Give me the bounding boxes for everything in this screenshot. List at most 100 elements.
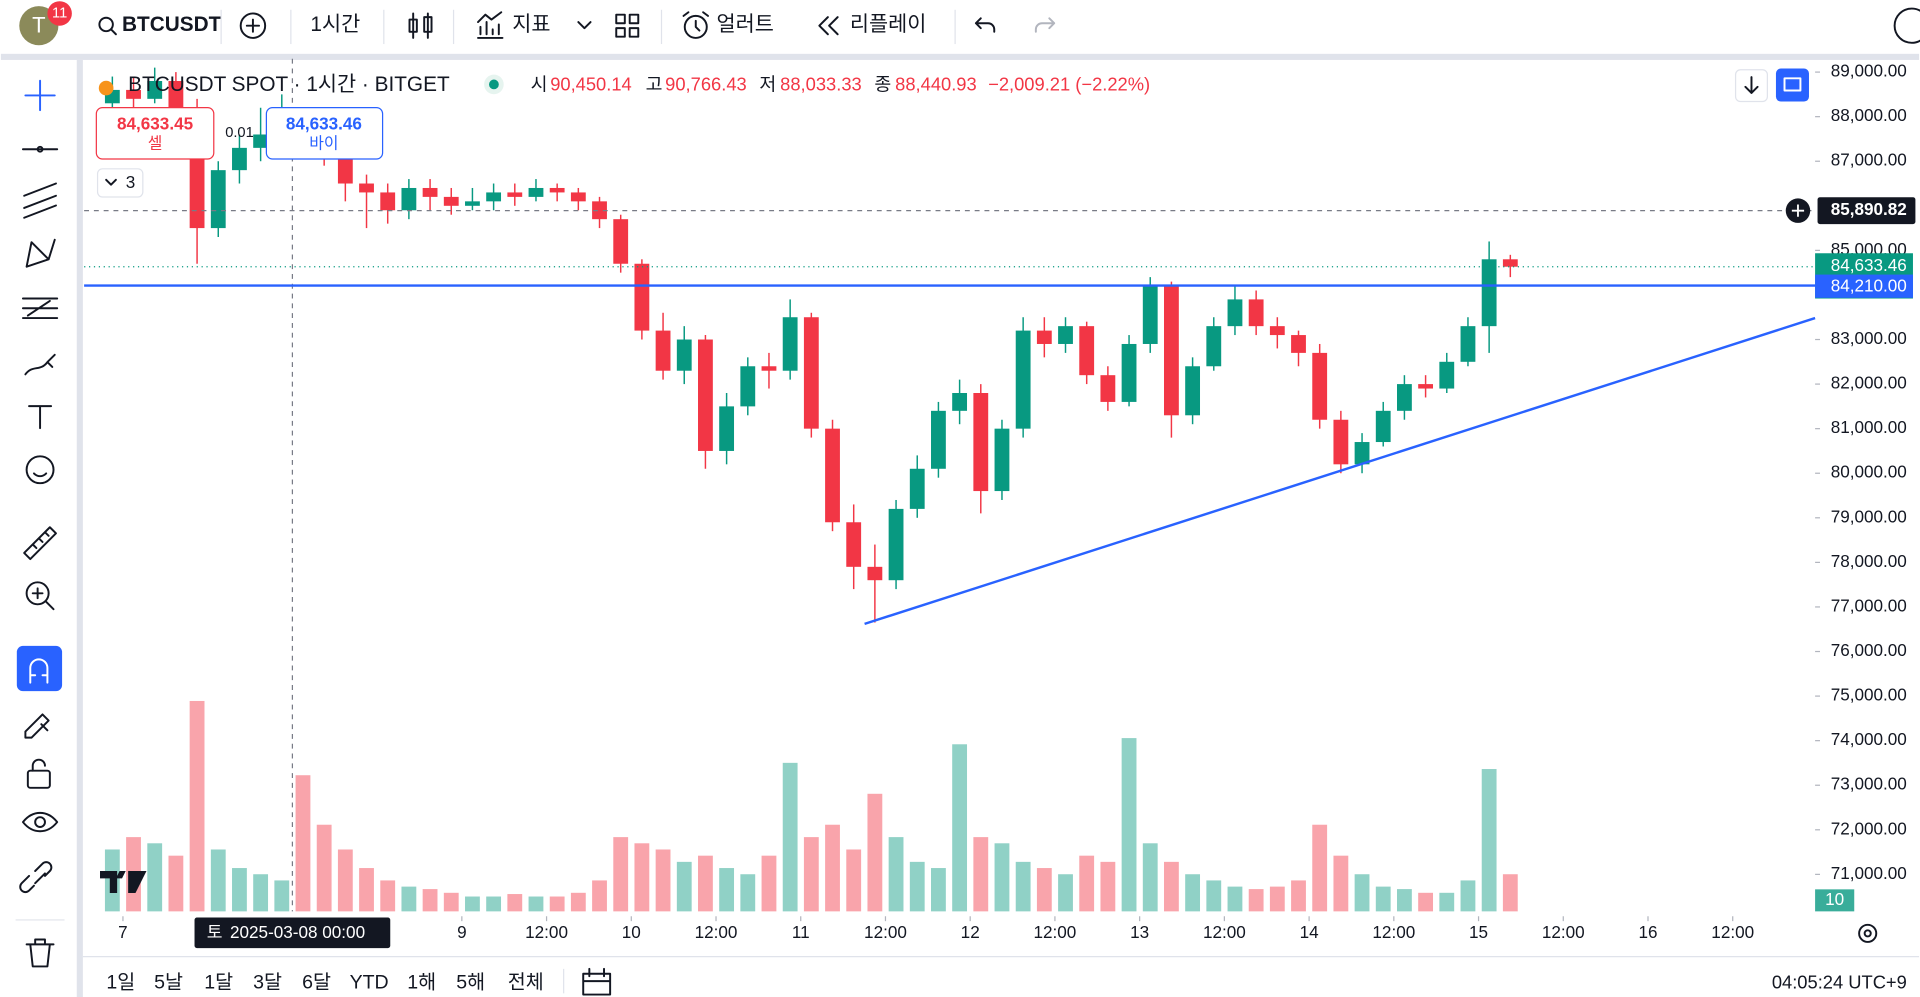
redo[interactable] xyxy=(1034,17,1056,33)
candle-body xyxy=(909,468,925,509)
pattern-tool[interactable] xyxy=(25,238,56,268)
scroll-icon xyxy=(1744,76,1759,94)
volume-bar xyxy=(1015,861,1031,912)
volume-bar xyxy=(189,700,205,912)
y-tick-label: 74,000.00 xyxy=(1831,730,1907,749)
volume-bar xyxy=(359,868,374,912)
candle-body xyxy=(888,508,904,581)
account-edge[interactable] xyxy=(1893,7,1920,44)
channel-tool[interactable] xyxy=(23,182,57,219)
unlock-tool[interactable] xyxy=(26,769,51,789)
clock[interactable]: 04:05:24 UTC+9 xyxy=(1772,971,1907,992)
text-tool[interactable] xyxy=(28,405,53,430)
buy-button[interactable] xyxy=(265,107,384,160)
candle-body xyxy=(486,192,502,202)
volume-bar xyxy=(443,892,459,912)
candle-body xyxy=(1015,330,1031,429)
link-tool[interactable] xyxy=(19,861,53,894)
volume-bar xyxy=(1036,868,1052,912)
candle-body xyxy=(168,81,184,108)
candle-body xyxy=(126,89,141,99)
sell-button[interactable] xyxy=(95,107,215,160)
period-button[interactable]: 6달 xyxy=(302,972,331,994)
crosshair-tool[interactable] xyxy=(24,79,56,112)
candle-body xyxy=(549,187,565,193)
magnet-tool[interactable] xyxy=(16,645,63,692)
remove-tool[interactable] xyxy=(25,938,55,968)
volume-bar xyxy=(1227,886,1243,912)
period-button[interactable]: 1일 xyxy=(106,972,135,994)
period-button[interactable]: 1해 xyxy=(407,972,436,994)
search-icon xyxy=(98,16,114,33)
alert-icon[interactable] xyxy=(683,14,708,39)
candle-body xyxy=(613,219,629,264)
market-status-dot xyxy=(489,79,499,90)
open-value: 90,450.14 xyxy=(550,73,632,94)
visibility-tool[interactable] xyxy=(21,811,59,833)
period-button[interactable]: 5날 xyxy=(154,972,183,994)
chart-type[interactable] xyxy=(408,12,433,39)
axis-settings[interactable] xyxy=(1858,923,1878,943)
period-button[interactable]: YTD xyxy=(350,972,389,994)
line-tool[interactable] xyxy=(21,145,59,153)
volume-bar xyxy=(1058,874,1073,912)
replay-icon[interactable] xyxy=(818,16,839,36)
candle-body xyxy=(1079,326,1095,376)
layout-icon[interactable] xyxy=(615,13,640,38)
quantity[interactable]: 0.01 xyxy=(225,125,254,141)
ruler-tool[interactable] xyxy=(23,526,57,561)
period-button[interactable]: 1달 xyxy=(204,972,233,994)
x-tick-label: 14 xyxy=(1300,923,1320,942)
indicators-toggle[interactable] xyxy=(96,168,144,198)
interval[interactable]: 1시간 xyxy=(310,13,360,36)
period-button[interactable]: 전체 xyxy=(508,972,544,994)
indicators[interactable]: 지표 xyxy=(512,13,550,36)
volume-bar xyxy=(1375,886,1391,912)
candle-body xyxy=(1418,384,1434,389)
volume-bar xyxy=(1354,874,1370,912)
candle-body xyxy=(210,170,226,229)
volume-bar xyxy=(570,892,586,912)
volume-bar xyxy=(1079,855,1095,912)
y-tick-label: 78,000.00 xyxy=(1831,552,1907,571)
emoji-tool[interactable] xyxy=(25,455,55,485)
trendline[interactable] xyxy=(864,316,1816,626)
candle-body xyxy=(803,317,819,429)
volume-bar xyxy=(803,837,819,912)
visibility-icon xyxy=(34,816,46,828)
top-toolbar: T 11 BTCUSDT 1시간 지표 얼러트 리플레이 xyxy=(19,1,1920,46)
fib-tool[interactable] xyxy=(21,297,59,320)
indicator-icon[interactable] xyxy=(477,11,504,39)
volume-bar xyxy=(973,837,989,912)
zoom-tool[interactable] xyxy=(25,581,50,606)
alert[interactable]: 얼러트 xyxy=(717,13,774,36)
candle-body xyxy=(655,330,671,371)
y-tick-label: 82,000.00 xyxy=(1831,374,1907,393)
volume-bar xyxy=(1460,880,1476,912)
candle-body xyxy=(761,366,777,371)
sync-button[interactable] xyxy=(1775,68,1809,102)
add-icon xyxy=(245,18,261,33)
volume-bar xyxy=(210,849,226,912)
symbol-search[interactable]: BTCUSDT xyxy=(98,13,222,36)
date-range[interactable] xyxy=(582,967,612,996)
lock-drawings[interactable] xyxy=(24,713,50,739)
volume-bar xyxy=(295,775,311,912)
chevron[interactable] xyxy=(577,21,592,30)
volume-layer xyxy=(104,700,1518,912)
candle-body xyxy=(1354,442,1370,465)
add-symbol[interactable] xyxy=(239,12,267,39)
undo[interactable] xyxy=(974,17,996,33)
period-button[interactable]: 5해 xyxy=(456,972,485,994)
magnet-icon xyxy=(29,658,49,684)
volume-scale-box xyxy=(1815,889,1855,912)
x-tick-label: 12 xyxy=(961,923,980,942)
period-button[interactable]: 3달 xyxy=(253,972,282,994)
candle-body xyxy=(1396,384,1412,411)
volume-bar xyxy=(274,880,290,912)
brush-tool[interactable] xyxy=(24,353,56,376)
x-tick-label: 12:00 xyxy=(525,923,568,942)
replay[interactable]: 리플레이 xyxy=(850,13,926,36)
